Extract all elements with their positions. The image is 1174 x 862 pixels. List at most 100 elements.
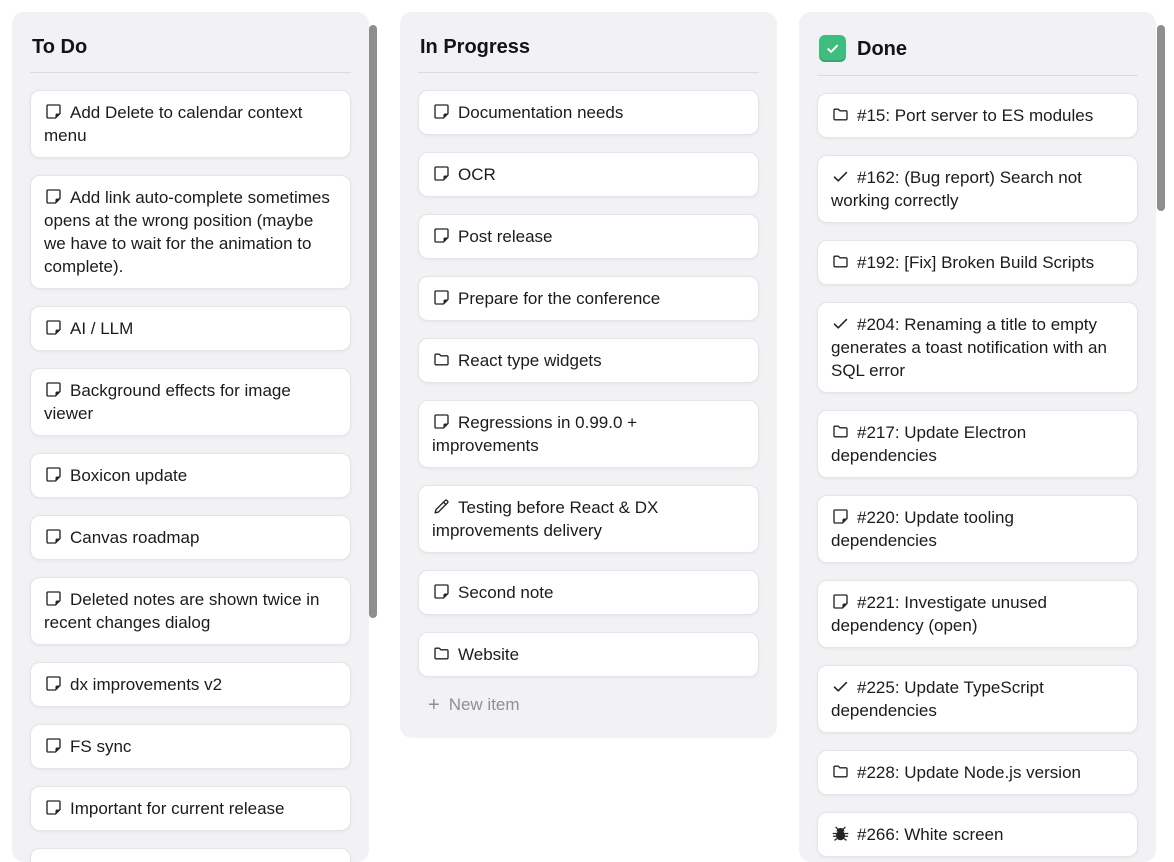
note-icon xyxy=(44,319,63,338)
card-title: #228: Update Node.js version xyxy=(857,763,1081,782)
card-title: Add link auto-complete sometimes opens a… xyxy=(44,188,330,276)
kanban-card[interactable]: AI / LLM xyxy=(30,306,351,351)
card-title: Regressions in 0.99.0 + improvements xyxy=(432,413,638,455)
card-title: Add Delete to calendar context menu xyxy=(44,103,303,145)
check-icon xyxy=(831,315,850,334)
kanban-card[interactable]: #228: Update Node.js version xyxy=(817,750,1138,795)
column-header-in-progress: In Progress xyxy=(418,12,759,72)
note-icon xyxy=(44,799,63,818)
kanban-card[interactable]: Website xyxy=(418,632,759,677)
folder-icon xyxy=(432,351,451,370)
kanban-card[interactable]: #162: (Bug report) Search not working co… xyxy=(817,155,1138,223)
card-title: dx improvements v2 xyxy=(70,675,223,694)
kanban-card[interactable]: Documentation needs xyxy=(418,90,759,135)
note-icon xyxy=(432,413,451,432)
card-title: AI / LLM xyxy=(70,319,134,338)
card-title: #162: (Bug report) Search not working co… xyxy=(831,168,1082,210)
card-list-todo: Add Delete to calendar context menu Add l… xyxy=(30,73,351,862)
folder-icon xyxy=(831,423,850,442)
note-icon xyxy=(432,583,451,602)
kanban-card[interactable]: #15: Port server to ES modules xyxy=(817,93,1138,138)
card-title: Boxicon update xyxy=(70,466,188,485)
kanban-card[interactable]: FS sync xyxy=(30,724,351,769)
note-icon xyxy=(44,675,63,694)
note-icon xyxy=(44,737,63,756)
card-title: #204: Renaming a title to empty generate… xyxy=(831,315,1107,380)
kanban-card[interactable]: Post release xyxy=(418,214,759,259)
column-divider xyxy=(817,75,1138,76)
column-in-progress: In Progress Documentation needs OCR Post r… xyxy=(400,12,777,738)
kanban-card[interactable]: #266: White screen xyxy=(817,812,1138,857)
card-title: Post release xyxy=(458,227,553,246)
folder-icon xyxy=(831,106,850,125)
kanban-card[interactable]: Add link auto-complete sometimes opens a… xyxy=(30,175,351,289)
card-title: React type widgets xyxy=(458,351,602,370)
column-title: Done xyxy=(857,37,907,60)
card-title: Second note xyxy=(458,583,554,602)
card-title: #217: Update Electron dependencies xyxy=(831,423,1027,465)
card-title: OCR xyxy=(458,165,496,184)
column-title: To Do xyxy=(32,36,88,58)
kanban-card[interactable]: #192: [Fix] Broken Build Scripts xyxy=(817,240,1138,285)
kanban-card[interactable]: Canvas roadmap xyxy=(30,515,351,560)
note-icon xyxy=(831,593,850,612)
card-list-done: #15: Port server to ES modules #162: (Bug… xyxy=(817,76,1138,857)
note-icon xyxy=(831,508,850,527)
card-title: Website xyxy=(458,645,520,664)
column-todo: To Do Add Delete to calendar context men… xyxy=(12,12,369,862)
kanban-card[interactable]: Important for current release xyxy=(30,786,351,831)
checked-checkbox-icon xyxy=(819,35,846,62)
folder-icon xyxy=(831,763,850,782)
folder-icon xyxy=(831,253,850,272)
note-icon xyxy=(432,227,451,246)
check-icon xyxy=(831,678,850,697)
kanban-card-partial[interactable] xyxy=(30,848,351,862)
note-icon xyxy=(432,289,451,308)
bug-icon xyxy=(831,825,850,844)
column-title: In Progress xyxy=(420,36,531,58)
card-title: #192: [Fix] Broken Build Scripts xyxy=(857,253,1095,272)
note-icon xyxy=(44,528,63,547)
kanban-card[interactable]: Deleted notes are shown twice in recent … xyxy=(30,577,351,645)
column-divider xyxy=(30,72,351,73)
kanban-card[interactable]: Background effects for image viewer xyxy=(30,368,351,436)
kanban-card[interactable]: #204: Renaming a title to empty generate… xyxy=(817,302,1138,393)
pencil-icon xyxy=(432,498,451,517)
note-icon xyxy=(432,165,451,184)
note-icon xyxy=(432,103,451,122)
todo-scrollbar-thumb[interactable] xyxy=(369,25,377,618)
card-title: Testing before React & DX improvements d… xyxy=(432,498,659,540)
folder-icon xyxy=(432,645,451,664)
note-icon xyxy=(44,590,63,609)
kanban-card[interactable]: #221: Investigate unused dependency (ope… xyxy=(817,580,1138,648)
kanban-card[interactable]: Boxicon update xyxy=(30,453,351,498)
card-title: #15: Port server to ES modules xyxy=(857,106,1094,125)
kanban-card[interactable]: Testing before React & DX improvements d… xyxy=(418,485,759,553)
card-title: #266: White screen xyxy=(857,825,1004,844)
card-title: Background effects for image viewer xyxy=(44,381,291,423)
column-divider xyxy=(418,72,759,73)
kanban-card[interactable]: dx improvements v2 xyxy=(30,662,351,707)
plus-icon: + xyxy=(428,693,440,716)
kanban-card[interactable]: React type widgets xyxy=(418,338,759,383)
kanban-card[interactable]: Add Delete to calendar context menu xyxy=(30,90,351,158)
kanban-card[interactable]: Second note xyxy=(418,570,759,615)
card-list-in-progress: Documentation needs OCR Post release Prepar… xyxy=(418,73,759,677)
kanban-card[interactable]: Regressions in 0.99.0 + improvements xyxy=(418,400,759,468)
kanban-card[interactable]: #217: Update Electron dependencies xyxy=(817,410,1138,478)
kanban-card[interactable]: #225: Update TypeScript dependencies xyxy=(817,665,1138,733)
card-title: Documentation needs xyxy=(458,103,624,122)
note-icon xyxy=(44,103,63,122)
done-scrollbar-thumb[interactable] xyxy=(1157,25,1165,211)
note-icon xyxy=(44,466,63,485)
note-icon xyxy=(44,188,63,207)
kanban-card[interactable]: OCR xyxy=(418,152,759,197)
new-item-button[interactable]: + New item xyxy=(418,691,759,716)
column-header-done: Done xyxy=(817,12,1138,75)
card-title: FS sync xyxy=(70,737,132,756)
kanban-card[interactable]: Prepare for the conference xyxy=(418,276,759,321)
kanban-card[interactable]: #220: Update tooling dependencies xyxy=(817,495,1138,563)
note-icon xyxy=(44,381,63,400)
card-title: #221: Investigate unused dependency (ope… xyxy=(831,593,1047,635)
column-header-todo: To Do xyxy=(30,12,351,72)
